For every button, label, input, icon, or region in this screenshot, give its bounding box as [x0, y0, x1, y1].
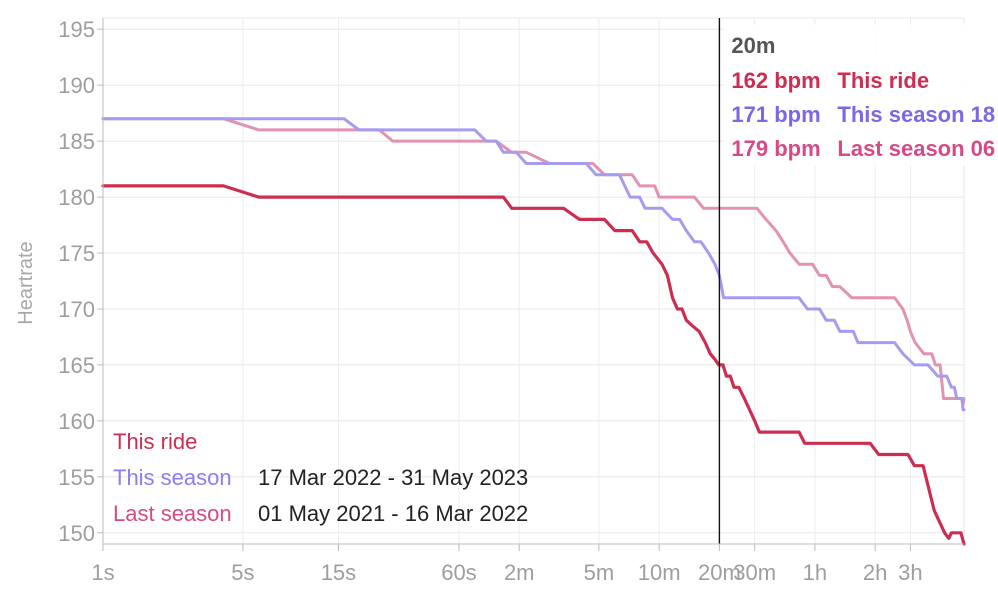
legend: This ride This season 17 Mar 2022 - 31 May…: [113, 429, 528, 526]
tooltip-label: This season 18 Sep 2022: [837, 102, 998, 127]
legend-entry-this-season: This season: [113, 465, 232, 490]
y-tick-label: 180: [58, 185, 95, 210]
series-lines: [101, 117, 966, 546]
x-tick-label: 30m: [733, 560, 776, 585]
legend-date-range: 17 Mar 2022 - 31 May 2023: [258, 465, 528, 490]
x-tick-label: 2m: [504, 560, 535, 585]
tooltip-value: 179 bpm: [731, 136, 820, 161]
tooltip-background: [723, 24, 998, 166]
y-tick-label: 170: [58, 297, 95, 322]
x-tick-label: 10m: [638, 560, 681, 585]
legend-date-range: 01 May 2021 - 16 Mar 2022: [258, 501, 528, 526]
y-axis-title: Heartrate: [15, 241, 37, 324]
series-line-last-season: [101, 117, 966, 406]
tooltip-label: This ride: [837, 68, 929, 93]
series-line-this-ride: [101, 184, 966, 546]
y-tick-label: 155: [58, 465, 95, 490]
x-tick-label: 2h: [863, 560, 887, 585]
hover-tooltip: 20m 162 bpm This ride 171 bpm This season 18…: [723, 24, 998, 166]
x-tick-label: 5s: [231, 560, 254, 585]
y-tick-label: 190: [58, 73, 95, 98]
tooltip-label: Last season 06 Feb 2022: [837, 136, 998, 161]
tooltip-value: 171 bpm: [731, 102, 820, 127]
x-tick-label: 20m: [698, 560, 741, 585]
x-tick-label: 1h: [803, 560, 827, 585]
y-tick-label: 175: [58, 241, 95, 266]
y-tick-label: 150: [58, 521, 95, 546]
x-tick-label: 5m: [584, 560, 615, 585]
legend-entry-this-ride: This ride: [113, 429, 197, 454]
y-tick-label: 185: [58, 129, 95, 154]
tooltip-value: 162 bpm: [731, 68, 820, 93]
axes: 150 155 160 165 170 175 180 185 190 195 1s 5s 15s 60s…: [58, 17, 964, 585]
x-tick-label: 3h: [898, 560, 922, 585]
legend-entry-last-season: Last season: [113, 501, 232, 526]
y-tick-label: 195: [58, 17, 95, 42]
x-tick-label: 60s: [441, 560, 476, 585]
x-tick-label: 15s: [321, 560, 356, 585]
y-tick-label: 160: [58, 409, 95, 434]
tooltip-time: 20m: [731, 33, 775, 58]
x-tick-label: 1s: [91, 560, 114, 585]
y-tick-label: 165: [58, 353, 95, 378]
